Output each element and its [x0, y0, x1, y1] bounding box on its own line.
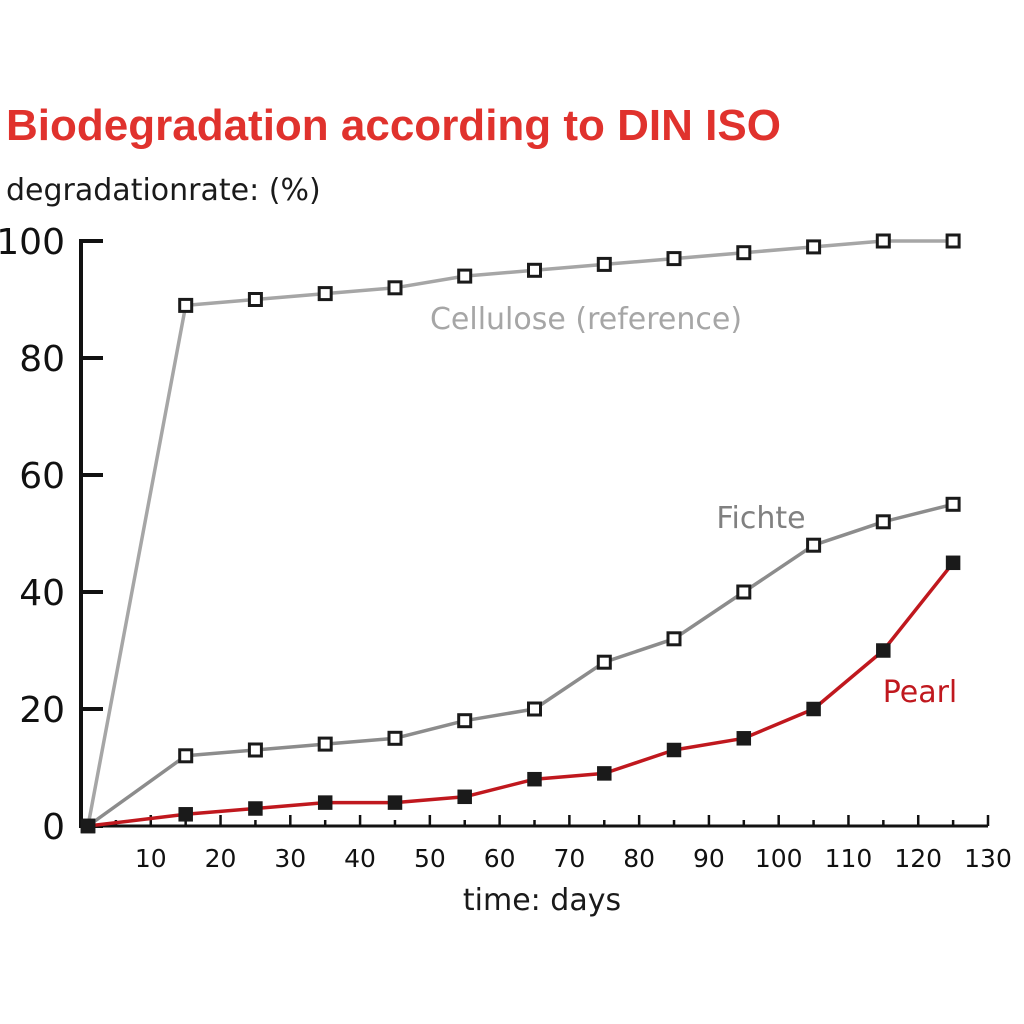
y-tick-label: 0	[42, 807, 65, 848]
cellulose-point	[457, 268, 473, 284]
fichte-point	[875, 514, 891, 530]
pearl-point	[736, 731, 752, 746]
x-tick-label: 40	[344, 844, 376, 873]
cellulose-point	[875, 233, 891, 249]
y-tick-label: 60	[19, 456, 65, 497]
fichte-point	[387, 730, 403, 746]
x-axis-label: time: days	[463, 883, 621, 918]
pearl-point	[597, 766, 612, 781]
cellulose-point	[387, 280, 403, 296]
x-tick-label: 30	[274, 844, 306, 873]
x-tick-label: 80	[623, 844, 655, 873]
pearl-point	[457, 789, 472, 805]
x-tick-label: 110	[825, 844, 873, 873]
pearl-point	[666, 742, 682, 758]
pearl-point	[527, 771, 542, 787]
axes: 0 20 40 60 80 100 10 20 30 40 50 60 70 80 90 100 110 120 1…	[0, 222, 1012, 873]
x-tick-label: 50	[414, 844, 446, 873]
cellulose-point	[527, 262, 542, 278]
chart-title: Biodegradation according to DIN ISO	[6, 101, 781, 150]
cellulose-point	[596, 256, 612, 272]
x-tick-label: 70	[553, 844, 585, 873]
pearl-point	[178, 807, 193, 822]
cellulose-point	[247, 292, 263, 307]
pearl-point	[80, 818, 96, 834]
fichte-point	[736, 584, 752, 600]
cellulose-point	[806, 239, 822, 255]
cellulose-point	[178, 297, 194, 313]
x-tick-label: 10	[135, 844, 167, 873]
x-tick-label: 130	[964, 844, 1012, 873]
x-tick-label: 120	[894, 844, 942, 873]
x-tick-label: 90	[693, 844, 725, 873]
pearl-point	[248, 801, 263, 816]
series-labels: Cellulose (reference) Fichte Pearl	[430, 302, 957, 710]
series-markers	[80, 233, 961, 834]
x-tick-label: 20	[205, 844, 237, 873]
pearl-point	[317, 795, 333, 810]
fichte-point	[527, 701, 542, 717]
cellulose-point	[945, 233, 961, 249]
y-tick-label: 40	[19, 573, 65, 614]
cellulose-point	[666, 251, 682, 267]
y-tick-label: 80	[19, 339, 65, 380]
y-tick-label: 100	[0, 222, 65, 263]
pearl-point	[806, 701, 821, 717]
fichte-point	[945, 496, 961, 512]
cellulose-series-label: Cellulose (reference)	[430, 302, 742, 337]
y-tick-label: 20	[19, 690, 65, 731]
fichte-point	[457, 713, 473, 729]
fichte-point	[596, 654, 612, 670]
fichte-point	[247, 742, 263, 758]
y-axis-label: degradationrate: (%)	[6, 173, 321, 208]
fichte-point	[806, 537, 822, 553]
fichte-point	[178, 748, 194, 764]
cellulose-point	[736, 245, 752, 261]
fichte-point	[317, 736, 333, 752]
fichte-point	[666, 631, 682, 647]
cellulose-point	[317, 286, 333, 302]
fichte-series-label: Fichte	[716, 501, 805, 536]
pearl-point	[945, 555, 961, 571]
pearl-line	[86, 561, 955, 828]
pearl-point	[876, 643, 891, 658]
fichte-line	[86, 502, 955, 828]
pearl-series-label: Pearl	[883, 675, 958, 710]
x-tick-label: 100	[755, 844, 803, 873]
pearl-point	[387, 795, 403, 810]
x-tick-label: 60	[484, 844, 516, 873]
